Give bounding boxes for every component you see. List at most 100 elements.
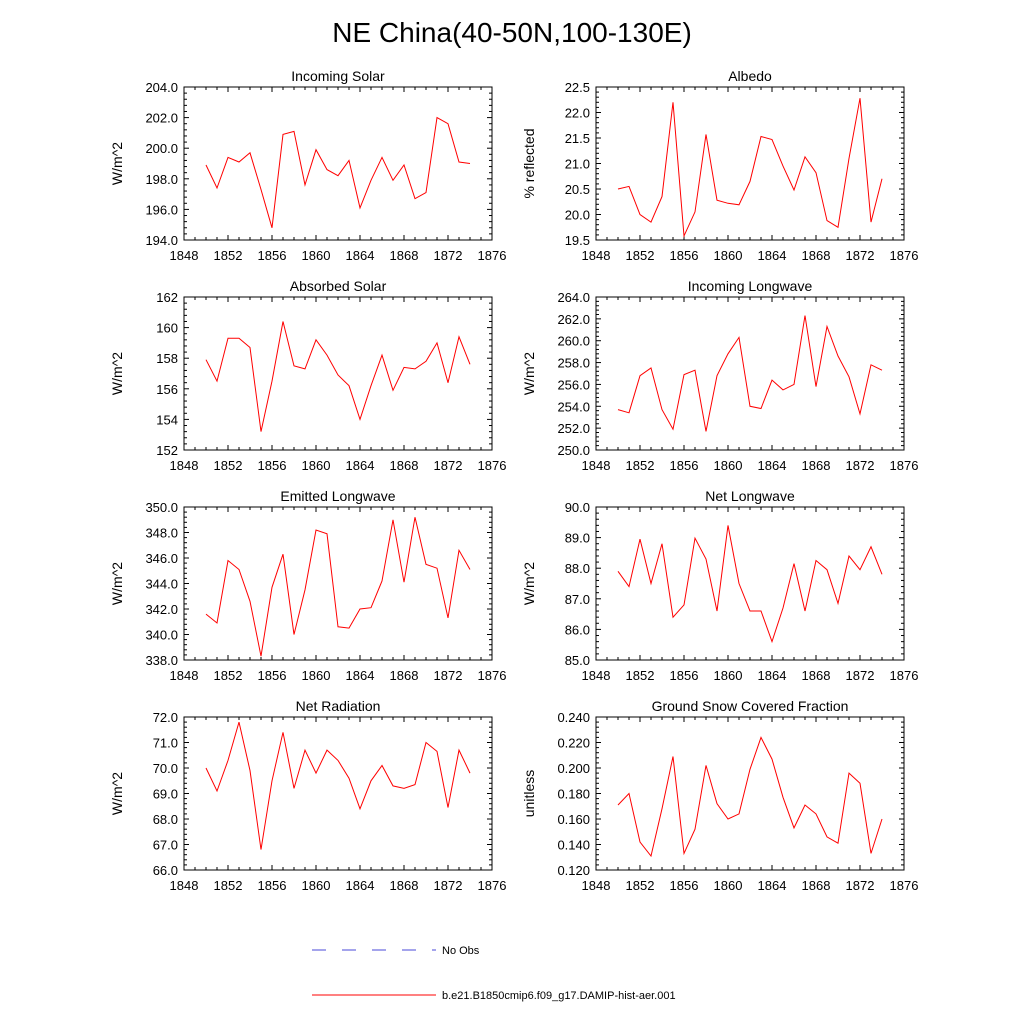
y-tick-label: 350.0 <box>145 500 178 515</box>
x-tick-label: 1856 <box>258 668 287 683</box>
x-tick-label: 1860 <box>714 458 743 473</box>
y-tick-label: 71.0 <box>153 736 178 751</box>
panel-4: Incoming Longwave W/m^2 1848 1852 1856 1860 18… <box>521 278 918 473</box>
x-tick-label: 1872 <box>846 878 875 893</box>
y-tick-label: 260.0 <box>557 334 590 349</box>
plot-frame <box>183 86 493 241</box>
x-tick-label: 1868 <box>390 878 419 893</box>
figure-title: NE China(40-50N,100-130E) <box>332 17 692 48</box>
y-tick-label: 0.180 <box>557 787 590 802</box>
y-axis-label: W/m^2 <box>521 352 537 395</box>
series-line <box>617 736 883 858</box>
x-tick-label: 1872 <box>434 668 463 683</box>
panel-title: Incoming Solar <box>291 68 385 84</box>
x-tick-label: 1864 <box>346 248 375 263</box>
plot-frame <box>595 716 905 871</box>
y-tick-label: 20.5 <box>565 182 590 197</box>
plot-frame <box>595 506 905 661</box>
x-tick-label: 1852 <box>214 878 243 893</box>
panel-2: Albedo % reflected 1848 1852 1856 1860 1864 186… <box>521 68 918 263</box>
x-tick-label: 1852 <box>626 458 655 473</box>
y-tick-label: 254.0 <box>557 399 590 414</box>
x-tick-label: 1852 <box>214 668 243 683</box>
x-tick-label: 1848 <box>582 458 611 473</box>
x-tick-label: 1848 <box>170 248 199 263</box>
y-tick-label: 160 <box>156 321 178 336</box>
x-tick-label: 1860 <box>714 248 743 263</box>
panel-title: Albedo <box>728 68 772 84</box>
x-tick-label: 1864 <box>758 668 787 683</box>
x-tick-label: 1876 <box>478 458 507 473</box>
y-axis-label: W/m^2 <box>109 352 125 395</box>
y-tick-label: 22.0 <box>565 106 590 121</box>
y-tick-label: 21.5 <box>565 131 590 146</box>
panel-title: Incoming Longwave <box>688 278 813 294</box>
x-tick-label: 1876 <box>478 248 507 263</box>
panel-title: Ground Snow Covered Fraction <box>652 698 849 714</box>
x-tick-label: 1868 <box>802 458 831 473</box>
y-tick-label: 262.0 <box>557 312 590 327</box>
panel-5: Emitted Longwave W/m^2 1848 1852 1856 1860 186… <box>109 488 506 683</box>
x-tick-label: 1868 <box>390 458 419 473</box>
y-tick-label: 20.0 <box>565 208 590 223</box>
x-tick-label: 1856 <box>670 668 699 683</box>
plot-frame <box>595 296 905 451</box>
x-tick-label: 1876 <box>478 878 507 893</box>
y-tick-label: 67.0 <box>153 838 178 853</box>
y-tick-label: 88.0 <box>565 561 590 576</box>
y-tick-label: 194.0 <box>145 233 178 248</box>
x-tick-label: 1860 <box>714 668 743 683</box>
y-tick-label: 90.0 <box>565 500 590 515</box>
y-tick-label: 86.0 <box>565 622 590 637</box>
y-tick-label: 21.0 <box>565 157 590 172</box>
y-axis-label: W/m^2 <box>521 562 537 605</box>
panel-title: Absorbed Solar <box>290 278 387 294</box>
series-line <box>617 525 883 644</box>
x-tick-label: 1848 <box>582 668 611 683</box>
legend-model-label: b.e21.B1850cmip6.f09_g17.DAMIP-hist-aer.… <box>442 990 676 1002</box>
y-tick-label: 0.140 <box>557 838 590 853</box>
x-tick-label: 1872 <box>846 248 875 263</box>
x-tick-label: 1848 <box>170 878 199 893</box>
x-tick-label: 1864 <box>758 458 787 473</box>
x-tick-label: 1868 <box>802 248 831 263</box>
x-tick-label: 1864 <box>346 878 375 893</box>
panel-title: Net Longwave <box>705 488 795 504</box>
x-tick-label: 1848 <box>170 668 199 683</box>
x-tick-label: 1860 <box>302 248 331 263</box>
plot-frame <box>183 716 493 871</box>
y-tick-label: 0.120 <box>557 863 590 878</box>
y-tick-label: 85.0 <box>565 653 590 668</box>
x-tick-label: 1856 <box>258 458 287 473</box>
x-tick-label: 1876 <box>890 458 919 473</box>
plot-frame <box>183 506 493 661</box>
x-tick-label: 1860 <box>302 878 331 893</box>
x-tick-label: 1856 <box>670 458 699 473</box>
y-tick-label: 338.0 <box>145 653 178 668</box>
y-tick-label: 0.220 <box>557 736 590 751</box>
y-axis-label: W/m^2 <box>109 562 125 605</box>
y-tick-label: 346.0 <box>145 551 178 566</box>
series-line <box>205 517 471 657</box>
panel-7: Net Radiation W/m^2 1848 1852 1856 1860 1864 18… <box>109 698 506 893</box>
y-tick-label: 154 <box>156 412 178 427</box>
x-tick-label: 1864 <box>758 878 787 893</box>
x-tick-label: 1864 <box>758 248 787 263</box>
x-tick-label: 1852 <box>626 248 655 263</box>
x-tick-label: 1848 <box>170 458 199 473</box>
legend: No Obs b.e21.B1850cmip6.f09_g17.DAMIP-hi… <box>312 945 676 1002</box>
y-tick-label: 68.0 <box>153 812 178 827</box>
legend-obs-label: No Obs <box>442 945 480 957</box>
series-line <box>205 116 471 228</box>
series-line <box>617 98 883 238</box>
x-tick-label: 1856 <box>258 248 287 263</box>
y-tick-label: 152 <box>156 443 178 458</box>
y-tick-label: 70.0 <box>153 761 178 776</box>
x-tick-label: 1872 <box>434 458 463 473</box>
y-tick-label: 344.0 <box>145 577 178 592</box>
x-tick-label: 1864 <box>346 668 375 683</box>
x-tick-label: 1852 <box>214 248 243 263</box>
y-tick-label: 156 <box>156 382 178 397</box>
y-axis-label: W/m^2 <box>109 772 125 815</box>
